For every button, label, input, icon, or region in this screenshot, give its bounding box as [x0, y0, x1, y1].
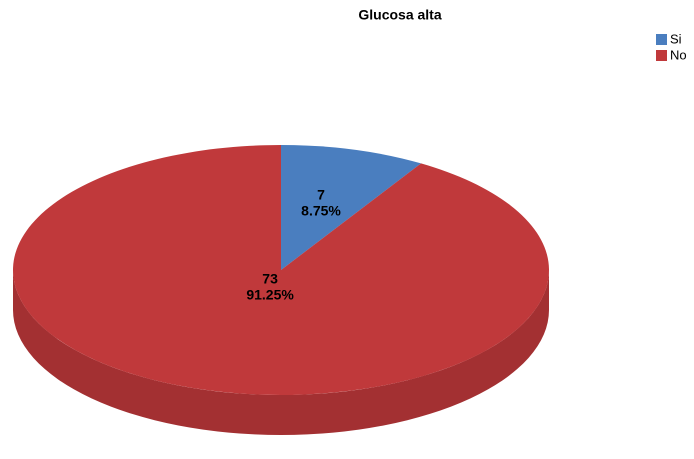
percentage-label: 91.25% [246, 287, 294, 303]
percentage-label: 8.75% [301, 203, 341, 219]
value-label: 73 [262, 271, 278, 287]
slice [12, 145, 550, 396]
value-label: 7 [317, 187, 325, 203]
legend-swatch [656, 34, 667, 45]
slice [281, 145, 422, 270]
legend-label: Si [670, 31, 682, 46]
chart-title: Glucosa alta [358, 7, 441, 23]
slice-side [13, 270, 549, 435]
legend-label: No [670, 47, 687, 62]
legend-swatch [656, 50, 667, 61]
